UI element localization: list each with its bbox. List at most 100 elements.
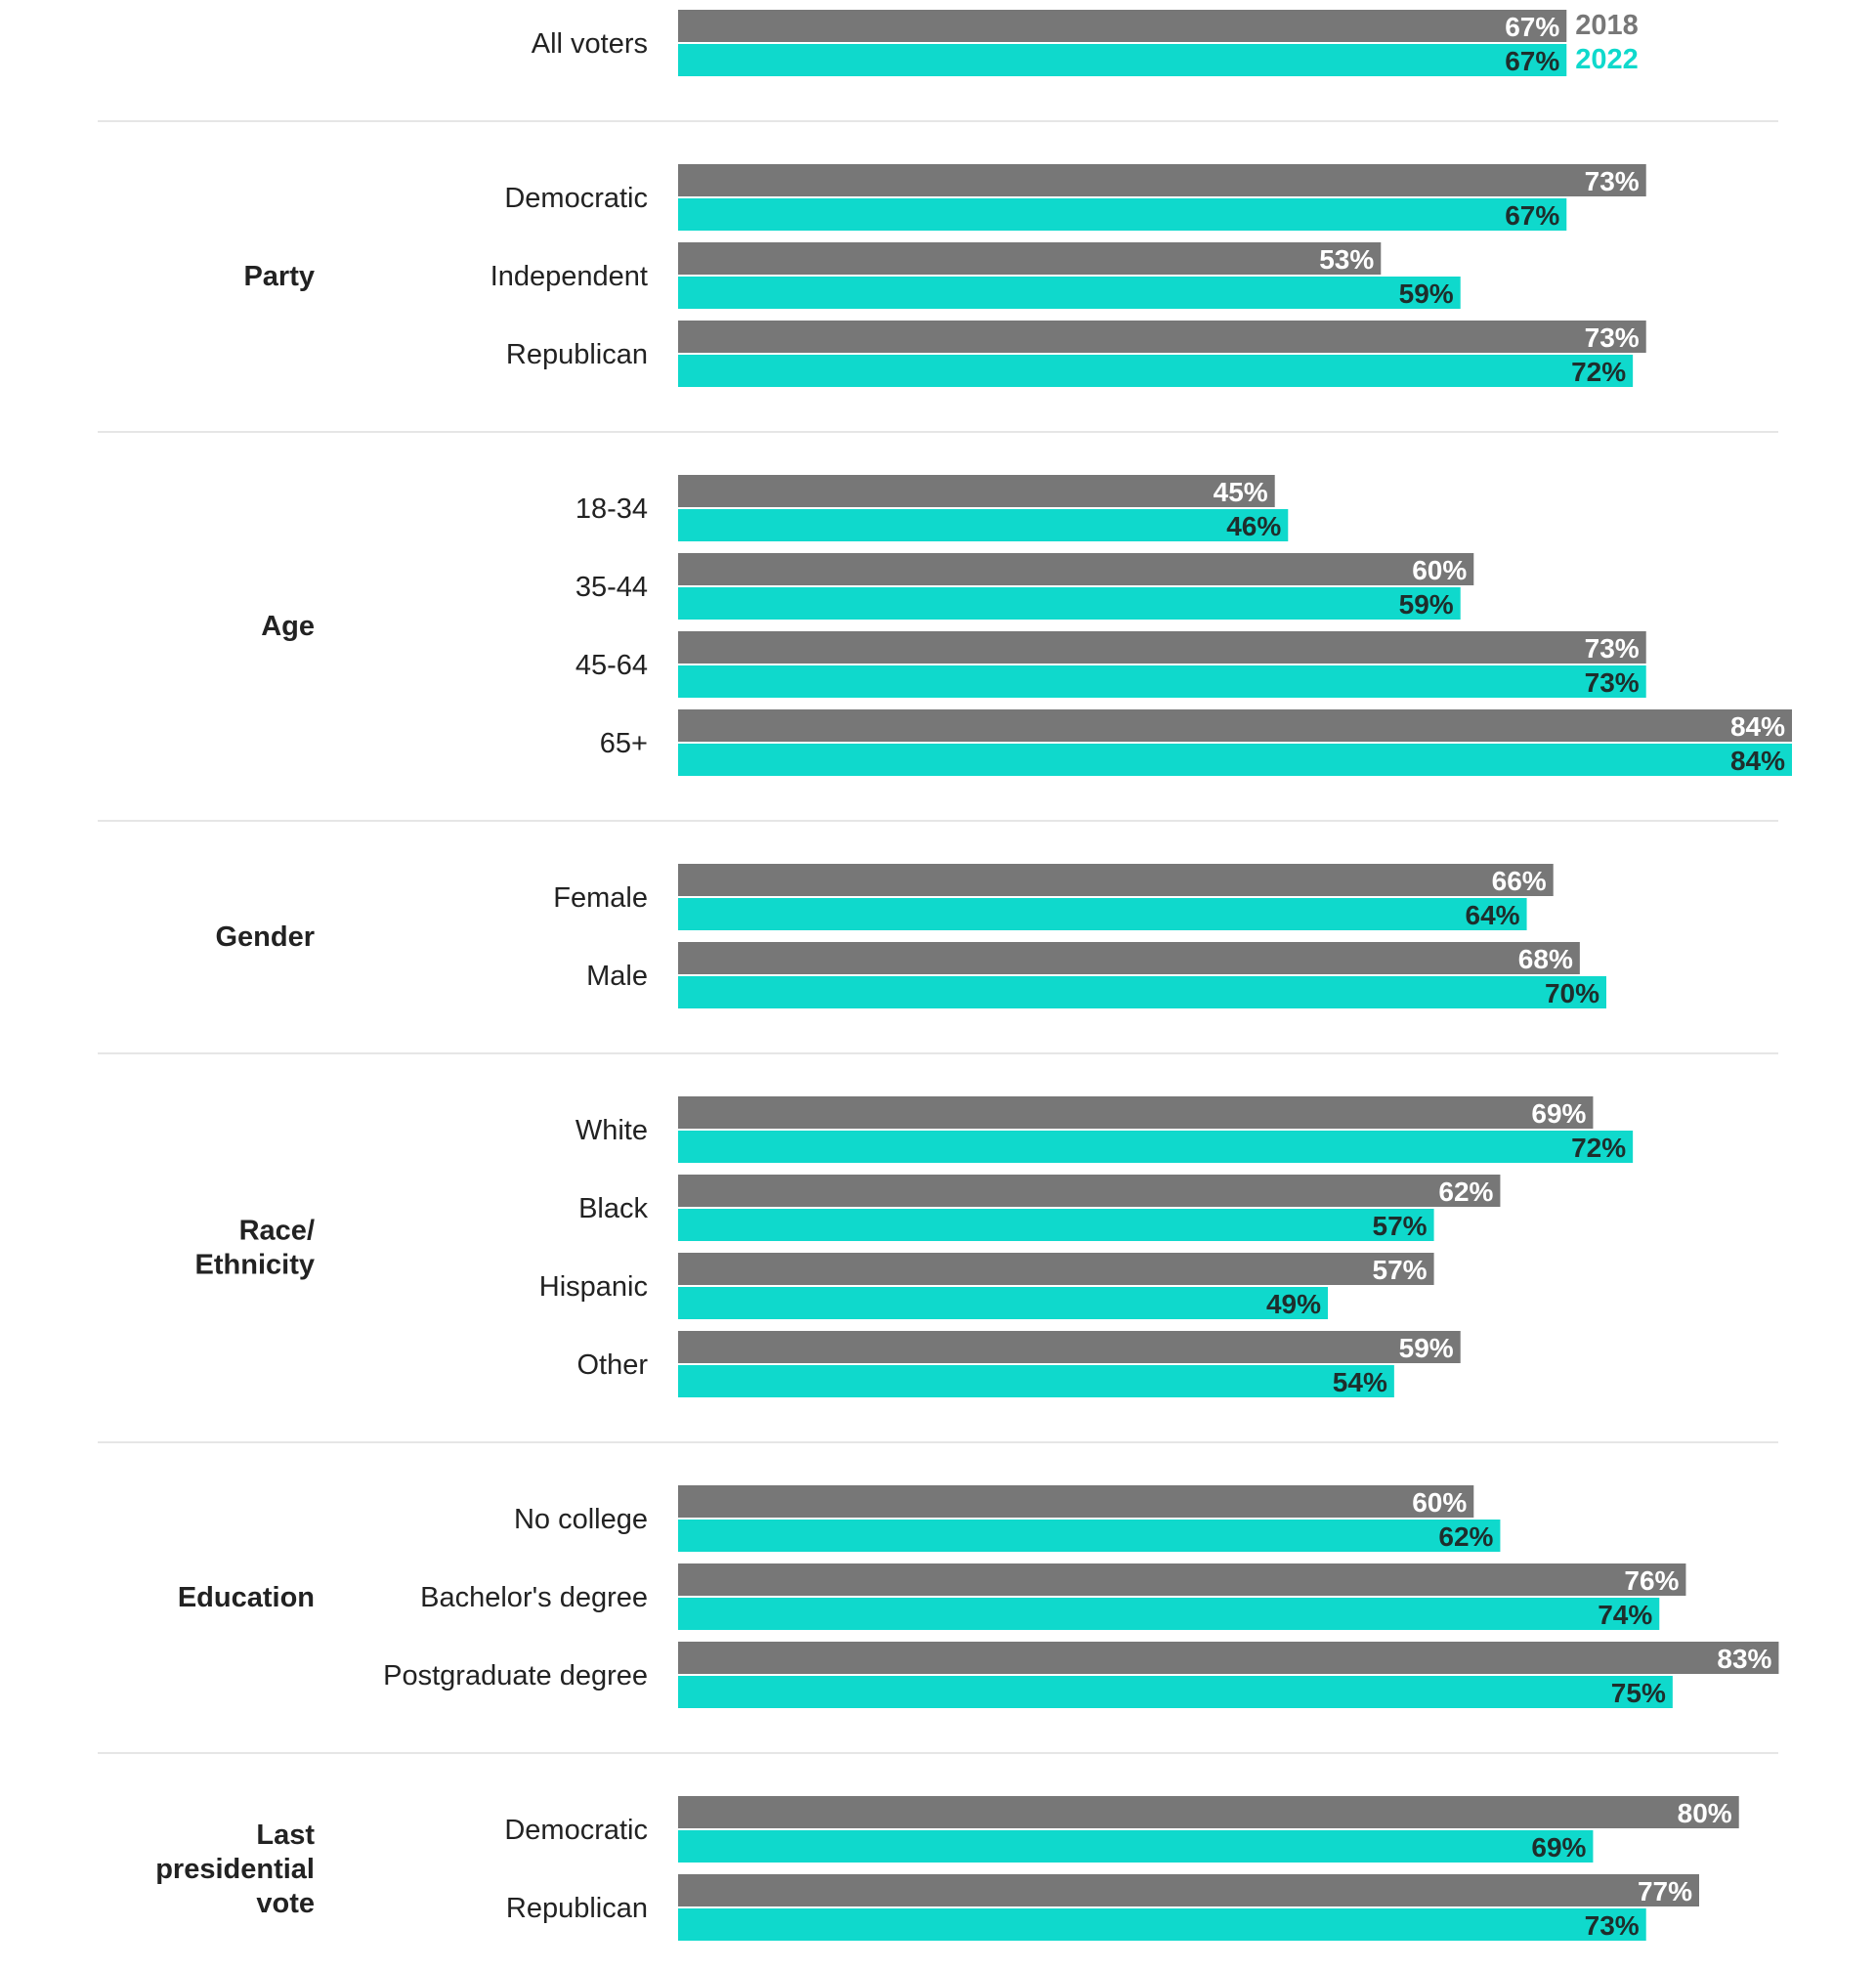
bar-2018 xyxy=(678,242,1382,275)
bar-2018 xyxy=(678,164,1646,196)
section-label: presidential xyxy=(155,1854,315,1885)
value-label-2018: 53% xyxy=(1319,244,1374,275)
category-label: All voters xyxy=(532,28,648,60)
value-label-2018: 73% xyxy=(1585,166,1640,196)
bar-2022 xyxy=(678,198,1567,231)
legend-label-2018: 2018 xyxy=(1575,10,1639,41)
value-label-2018: 67% xyxy=(1505,12,1559,42)
bar-2022 xyxy=(678,355,1634,387)
bar-2022 xyxy=(678,898,1527,930)
category-label: 35-44 xyxy=(576,572,648,603)
value-label-2018: 84% xyxy=(1730,711,1785,742)
value-label-2022: 73% xyxy=(1585,1910,1640,1941)
value-label-2018: 60% xyxy=(1412,1487,1467,1518)
bar-2018 xyxy=(678,631,1646,664)
category-label: White xyxy=(576,1115,648,1146)
bar-2018 xyxy=(678,1485,1474,1518)
value-label-2022: 72% xyxy=(1571,357,1626,387)
bar-2018 xyxy=(678,864,1554,896)
value-label-2018: 77% xyxy=(1638,1876,1692,1906)
bar-2018 xyxy=(678,942,1580,974)
value-label-2022: 46% xyxy=(1226,511,1281,541)
value-label-2018: 68% xyxy=(1518,944,1573,974)
category-label: Bachelor's degree xyxy=(420,1582,648,1613)
value-label-2022: 57% xyxy=(1373,1211,1428,1241)
category-label: Republican xyxy=(506,339,648,370)
bar-2022 xyxy=(678,1520,1501,1552)
bar-2018 xyxy=(678,1175,1501,1207)
bar-2018 xyxy=(678,1796,1739,1828)
bar-2018 xyxy=(678,1642,1779,1674)
value-label-2022: 67% xyxy=(1505,200,1559,231)
bar-2022 xyxy=(678,1209,1434,1241)
bar-2022 xyxy=(678,1287,1328,1319)
bar-2022 xyxy=(678,976,1606,1008)
value-label-2022: 49% xyxy=(1266,1289,1321,1319)
bar-2022 xyxy=(678,509,1289,541)
bar-2022 xyxy=(678,665,1646,698)
bar-2018 xyxy=(678,10,1567,42)
bar-2022 xyxy=(678,1365,1394,1397)
bar-2018 xyxy=(678,553,1474,585)
value-label-2018: 62% xyxy=(1438,1177,1493,1207)
value-label-2022: 64% xyxy=(1466,900,1520,930)
value-label-2018: 57% xyxy=(1373,1255,1428,1285)
value-label-2022: 69% xyxy=(1531,1832,1586,1863)
category-label: Democratic xyxy=(504,183,648,214)
section-label: Ethnicity xyxy=(195,1250,315,1281)
bar-2018 xyxy=(678,475,1275,507)
category-label: Female xyxy=(553,882,648,914)
category-label: No college xyxy=(514,1504,648,1535)
bar-2022 xyxy=(678,587,1461,620)
category-label: Republican xyxy=(506,1893,648,1924)
value-label-2018: 83% xyxy=(1717,1644,1771,1674)
value-label-2022: 72% xyxy=(1571,1133,1626,1163)
value-label-2018: 73% xyxy=(1585,322,1640,353)
legend-label-2022: 2022 xyxy=(1575,44,1639,75)
section-label: vote xyxy=(256,1888,315,1919)
bar-2018 xyxy=(678,1563,1686,1596)
value-label-2022: 74% xyxy=(1598,1600,1652,1630)
value-label-2022: 84% xyxy=(1730,746,1785,776)
category-label: Hispanic xyxy=(539,1271,648,1303)
bar-2022 xyxy=(678,1908,1646,1941)
bar-2022 xyxy=(678,1598,1660,1630)
bar-2018 xyxy=(678,1331,1461,1363)
category-label: 18-34 xyxy=(576,493,648,525)
bar-2018 xyxy=(678,321,1646,353)
value-label-2018: 59% xyxy=(1399,1333,1454,1363)
value-label-2018: 69% xyxy=(1531,1098,1586,1129)
bar-2018 xyxy=(678,1096,1594,1129)
bar-2022 xyxy=(678,44,1567,76)
bar-2022 xyxy=(678,744,1792,776)
value-label-2022: 67% xyxy=(1505,46,1559,76)
bar-2022 xyxy=(678,277,1461,309)
value-label-2022: 59% xyxy=(1399,278,1454,309)
bar-2018 xyxy=(678,1253,1434,1285)
section-label: Last xyxy=(256,1820,315,1851)
value-label-2022: 75% xyxy=(1611,1678,1666,1708)
bar-2022 xyxy=(678,1131,1634,1163)
section-label: Age xyxy=(261,611,315,642)
bar-2022 xyxy=(678,1676,1673,1708)
value-label-2022: 62% xyxy=(1438,1521,1493,1552)
category-label: Other xyxy=(576,1349,648,1381)
value-label-2018: 76% xyxy=(1624,1565,1679,1596)
value-label-2022: 54% xyxy=(1333,1367,1387,1397)
value-label-2018: 80% xyxy=(1678,1798,1732,1828)
category-label: Male xyxy=(586,961,648,992)
bar-2018 xyxy=(678,1874,1699,1906)
value-label-2018: 45% xyxy=(1214,477,1268,507)
category-label: 45-64 xyxy=(576,650,648,681)
bar-2022 xyxy=(678,1830,1594,1863)
value-label-2018: 60% xyxy=(1412,555,1467,585)
section-label: Education xyxy=(178,1582,315,1613)
category-label: Postgraduate degree xyxy=(383,1660,648,1692)
section-label: Gender xyxy=(215,921,315,953)
category-label: Black xyxy=(578,1193,648,1224)
value-label-2018: 73% xyxy=(1585,633,1640,664)
category-label: Independent xyxy=(490,261,648,292)
category-label: 65+ xyxy=(600,728,648,759)
value-label-2018: 66% xyxy=(1492,866,1547,896)
